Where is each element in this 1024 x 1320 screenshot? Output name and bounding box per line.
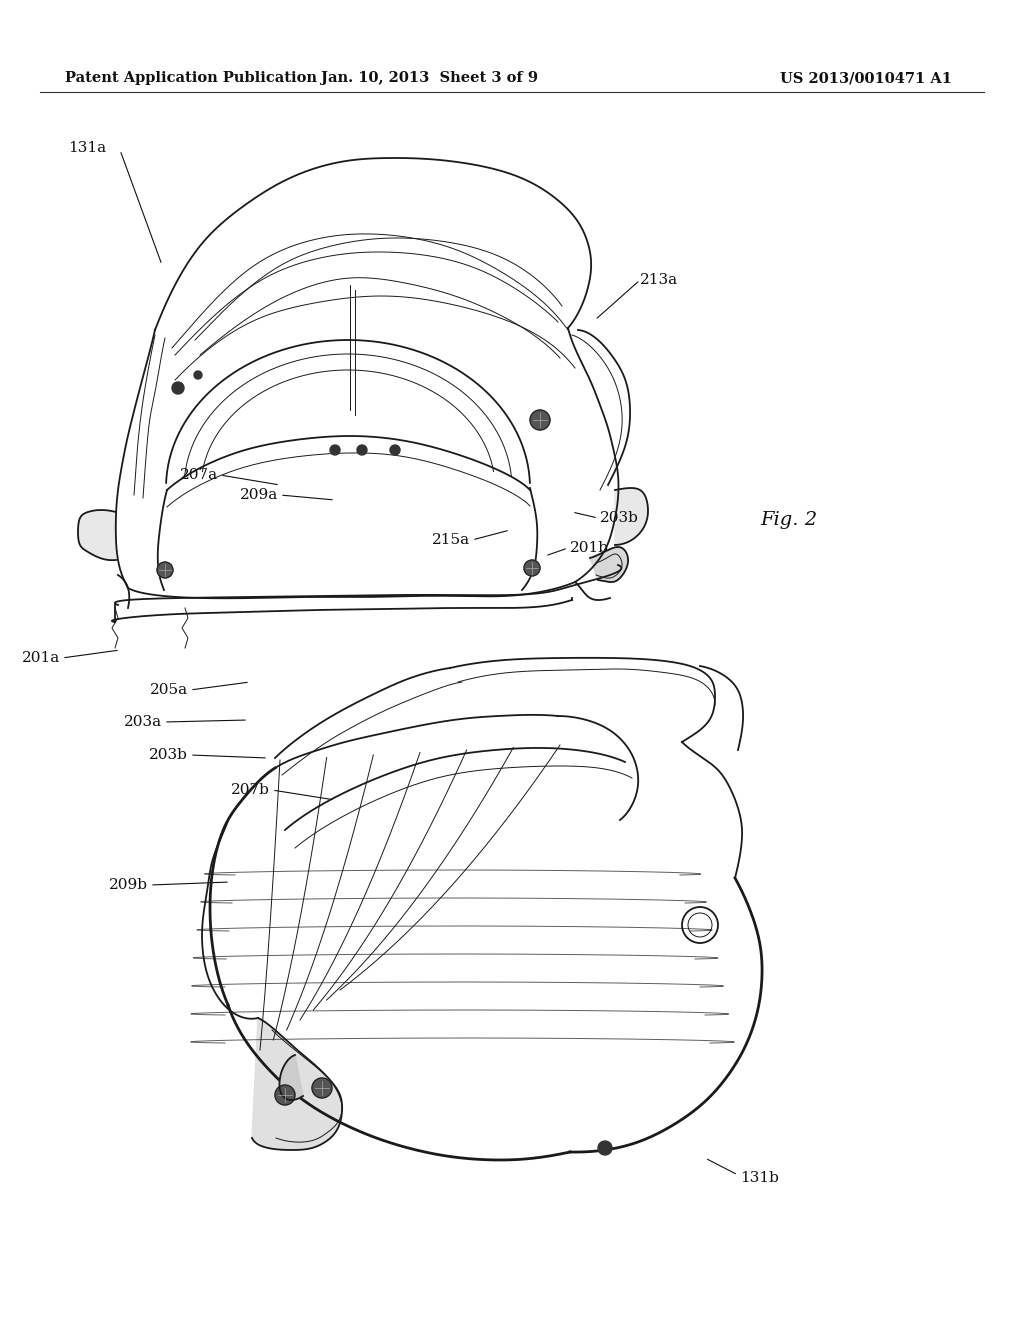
Text: 205a: 205a — [150, 682, 188, 697]
Circle shape — [357, 445, 367, 455]
Text: 201a: 201a — [22, 651, 60, 665]
Polygon shape — [280, 1055, 303, 1100]
Text: 131b: 131b — [740, 1171, 779, 1185]
Circle shape — [194, 371, 202, 379]
Polygon shape — [78, 510, 116, 560]
Circle shape — [157, 562, 173, 578]
Circle shape — [524, 560, 540, 576]
Text: Patent Application Publication: Patent Application Publication — [65, 71, 317, 84]
Circle shape — [598, 1140, 612, 1155]
Text: 209b: 209b — [109, 878, 148, 892]
Polygon shape — [615, 488, 648, 545]
Text: 131a: 131a — [68, 141, 106, 154]
Circle shape — [275, 1085, 295, 1105]
Text: 203b: 203b — [150, 748, 188, 762]
Text: 207b: 207b — [231, 783, 270, 797]
Text: 215a: 215a — [432, 533, 470, 546]
Text: Jan. 10, 2013  Sheet 3 of 9: Jan. 10, 2013 Sheet 3 of 9 — [322, 71, 539, 84]
Text: 201b: 201b — [570, 541, 609, 554]
Circle shape — [530, 411, 550, 430]
Circle shape — [312, 1078, 332, 1098]
Text: 203a: 203a — [124, 715, 162, 729]
Text: 209a: 209a — [240, 488, 278, 502]
Polygon shape — [252, 1018, 342, 1150]
Text: Fig. 2: Fig. 2 — [760, 511, 817, 529]
Circle shape — [390, 445, 400, 455]
Text: 213a: 213a — [640, 273, 678, 286]
Polygon shape — [590, 548, 628, 582]
Circle shape — [172, 381, 184, 393]
Text: 203b: 203b — [600, 511, 639, 525]
Circle shape — [330, 445, 340, 455]
Text: 207a: 207a — [180, 469, 218, 482]
Text: US 2013/0010471 A1: US 2013/0010471 A1 — [780, 71, 952, 84]
